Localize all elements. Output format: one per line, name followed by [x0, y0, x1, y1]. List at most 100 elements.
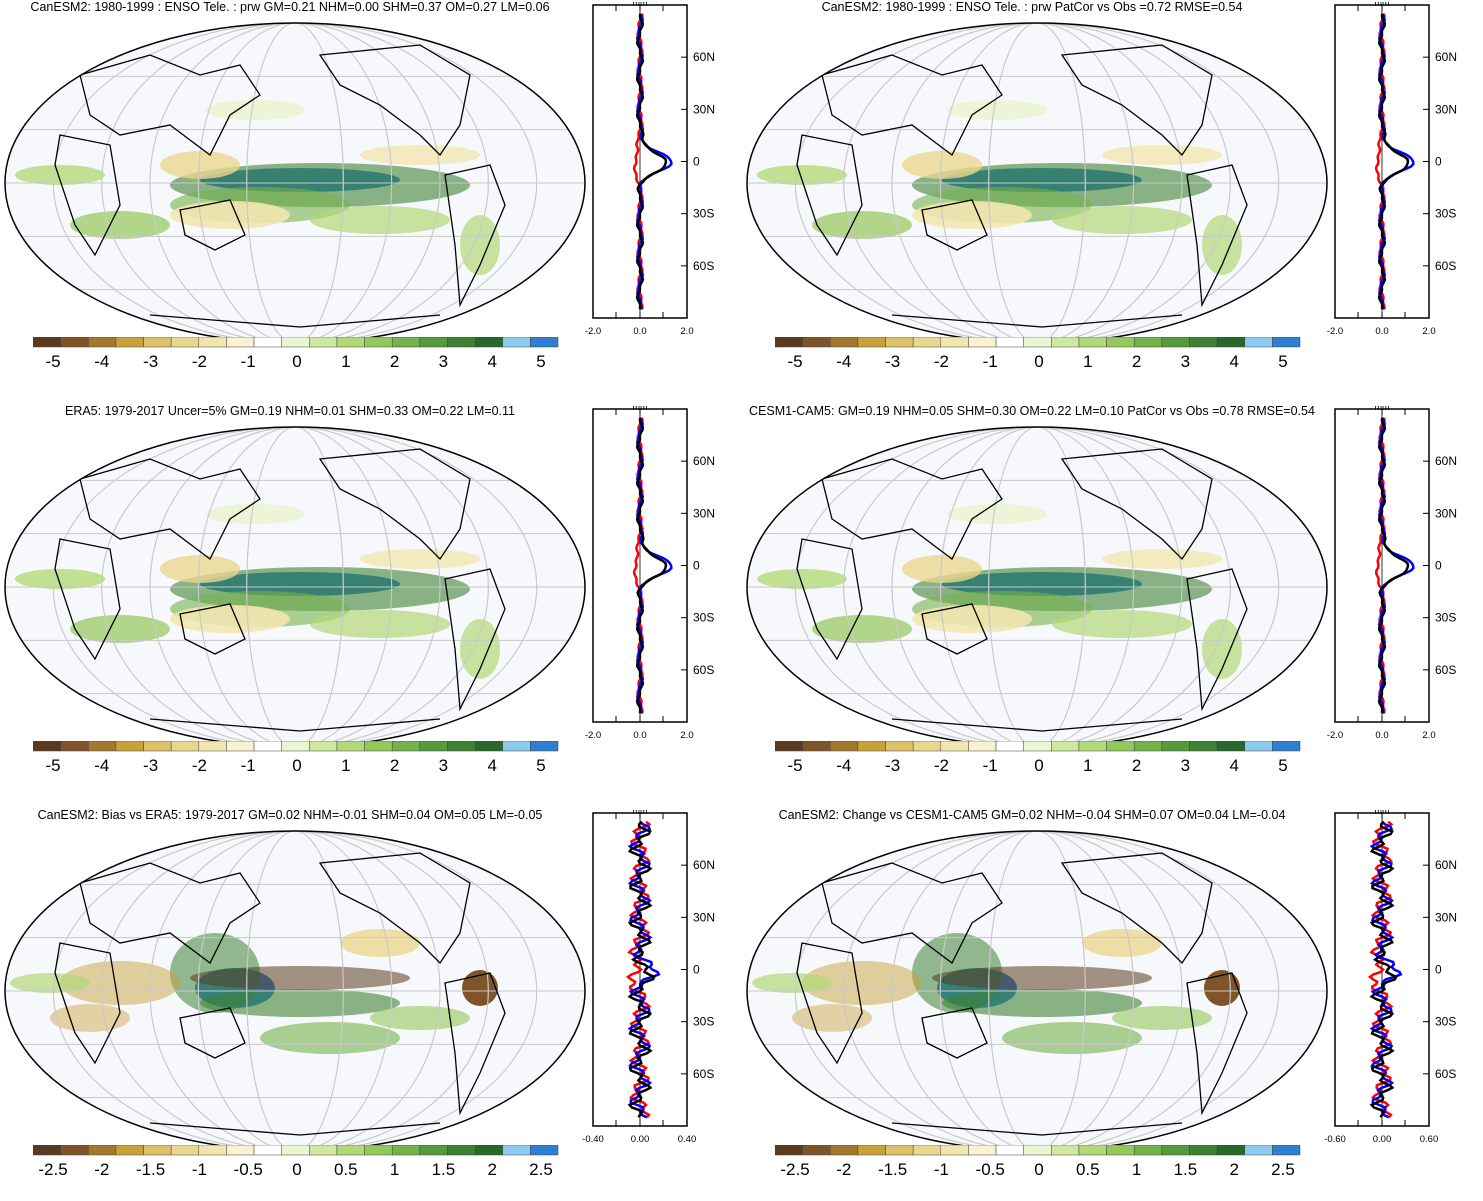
profile-y-tick: 30N: [1435, 506, 1457, 520]
colorbar-swatch: [1133, 741, 1163, 752]
profile-y-tick: 30N: [693, 102, 715, 116]
colorbar-swatch: [198, 741, 227, 752]
colorbar-swatch: [364, 337, 393, 348]
world-map: [746, 22, 1328, 344]
colorbar-label: -1.5: [135, 1160, 166, 1179]
profile-y-tick: 60N: [693, 454, 715, 468]
colorbar-label: 1.5: [1173, 1160, 1198, 1179]
colorbar-swatch: [1189, 1145, 1218, 1156]
profile-y-tick: 30N: [1435, 102, 1457, 116]
colorbar-swatch: [1133, 337, 1163, 348]
profile-unit: mm: [1375, 406, 1390, 412]
colorbar-swatch: [1106, 337, 1135, 348]
colorbar-swatch: [530, 741, 559, 752]
colorbar-swatch: [474, 1145, 503, 1156]
colorbar-label: -3: [143, 756, 159, 775]
colorbar-swatch: [1189, 741, 1218, 752]
colorbar-label: -2.5: [38, 1160, 68, 1179]
colorbar-swatch: [995, 1145, 1024, 1156]
colorbar-swatch: [33, 1145, 61, 1156]
profile-y-tick: 30S: [1435, 207, 1456, 221]
colorbar-label: 1: [1083, 756, 1093, 775]
colorbar-swatch: [198, 337, 227, 348]
colorbar-swatch: [1272, 337, 1301, 348]
colorbar-swatch: [1216, 1145, 1245, 1156]
colorbar-swatch: [857, 741, 886, 752]
colorbar-label: 2: [1229, 1160, 1239, 1179]
world-map: [746, 426, 1328, 748]
colorbar-swatch: [802, 1145, 831, 1156]
profile-y-tick: 0: [693, 155, 700, 169]
profile-y-tick: 0: [693, 559, 700, 573]
colorbar-swatch: [830, 741, 859, 752]
colorbar-label: 3: [438, 352, 449, 371]
colorbar-swatch: [253, 1145, 282, 1156]
colorbar-swatch: [88, 1145, 117, 1156]
colorbar-swatch: [775, 337, 803, 348]
profile-y-tick: 60S: [693, 663, 714, 677]
colorbar-swatch: [474, 337, 503, 348]
profile-unit: mm: [633, 810, 648, 816]
colorbar-label: -5: [787, 756, 803, 775]
colorbar-swatch: [447, 337, 476, 348]
zonal-mean-profile: mm 60N 30N 0 30S 60S -0.60 0.00 0.60: [1324, 810, 1457, 1145]
colorbar-swatch: [88, 337, 117, 348]
colorbar-label: -3: [885, 756, 901, 775]
colorbar-label: 2: [1131, 352, 1142, 371]
profile-unit: mm: [633, 2, 648, 8]
colorbar-label: 0: [292, 756, 302, 775]
zonal-mean-profile: mm 60N 30N 0 30S 60S -2.0 0.0 2.0: [1327, 2, 1457, 337]
panel-title: CanESM2: 1980-1999 : ENSO Tele. : prw Pa…: [821, 0, 1243, 14]
panel-p4: CESM1-CAM5: GM=0.19 NHM=0.05 SHM=0.30 OM…: [742, 404, 1483, 797]
colorbar-label: 2: [389, 352, 400, 371]
colorbar-label: 4: [487, 756, 497, 775]
panel-p6: CanESM2: Change vs CESM1-CAM5 GM=0.02 NH…: [742, 808, 1483, 1201]
colorbar-label: 0: [1034, 352, 1044, 371]
panel-p1: CanESM2: 1980-1999 : ENSO Tele. : prw GM…: [0, 0, 741, 393]
profile-x-tick: 0.0: [633, 326, 646, 337]
colorbar-swatch: [940, 1145, 969, 1156]
panel-p3: ERA5: 1979-2017 Uncer=5% GM=0.19 NHM=0.0…: [0, 404, 741, 797]
profile-x-tick: -2.0: [1327, 730, 1343, 741]
profile-x-tick: -0.40: [582, 1134, 604, 1145]
colorbar-label: 0: [292, 1160, 302, 1179]
profile-y-tick: 60N: [693, 858, 715, 872]
colorbar-swatch: [33, 741, 61, 752]
colorbar-swatch: [912, 741, 942, 752]
colorbar-label: 1.5: [431, 1160, 456, 1179]
colorbar-swatch: [1106, 1145, 1135, 1156]
profile-x-tick: 0.00: [1373, 1134, 1392, 1145]
colorbar-label: -4: [94, 352, 110, 371]
profile-x-tick: 0.60: [1420, 1134, 1439, 1145]
profile-x-tick: 0.0: [1375, 326, 1388, 337]
colorbar-swatch: [1078, 337, 1107, 348]
profile-y-tick: 30S: [1435, 1015, 1456, 1029]
profile-y-tick: 60S: [693, 1067, 714, 1081]
colorbar-label: 1: [341, 756, 351, 775]
colorbar-label: 5: [536, 756, 546, 775]
colorbar-label: 3: [1180, 352, 1191, 371]
colorbar-label: -1: [982, 352, 998, 371]
colorbar-swatch: [995, 741, 1024, 752]
panel-title: CanESM2: Bias vs ERA5: 1979-2017 GM=0.02…: [37, 808, 543, 822]
colorbar-swatch: [830, 337, 859, 348]
colorbar-swatch: [1272, 741, 1301, 752]
panel-p2: CanESM2: 1980-1999 : ENSO Tele. : prw Pa…: [742, 0, 1483, 393]
colorbar-swatch: [198, 1145, 227, 1156]
colorbar-swatch: [995, 337, 1024, 348]
colorbar-label: -3: [143, 352, 159, 371]
zonal-mean-profile: mm 60N 30N 0 30S 60S -2.0 0.0 2.0: [585, 406, 715, 741]
colorbar-swatch: [364, 1145, 393, 1156]
colorbar-swatch: [253, 337, 282, 348]
profile-y-tick: 60N: [693, 50, 715, 64]
profile-y-tick: 30S: [693, 611, 714, 625]
colorbar-label: -1: [240, 352, 256, 371]
profile-y-tick: 0: [693, 963, 700, 977]
colorbar: [33, 1145, 559, 1156]
world-map: [4, 830, 586, 1152]
colorbar-swatch: [502, 1145, 531, 1156]
profile-x-tick: -2.0: [1327, 326, 1343, 337]
colorbar-swatch: [1161, 1145, 1190, 1156]
colorbar-label: 0: [1034, 1160, 1044, 1179]
colorbar-swatch: [253, 741, 282, 752]
